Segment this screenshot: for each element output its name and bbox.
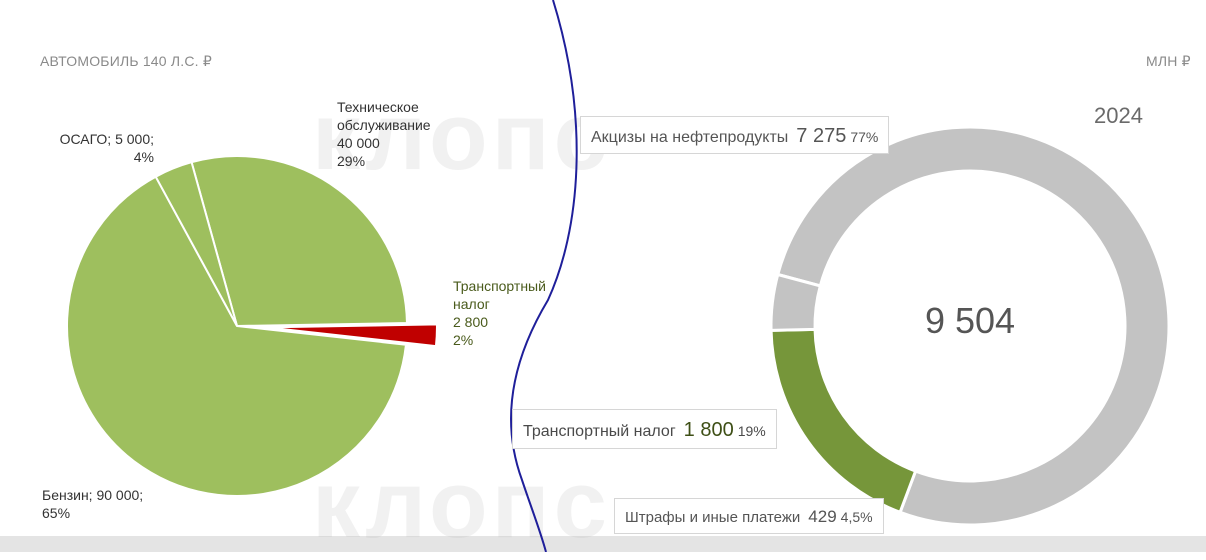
right-unit-label: МЛН ₽ <box>1146 53 1191 69</box>
excise-value: 7 275 <box>796 125 847 147</box>
tax-name: Транспортный налог <box>523 423 676 440</box>
excise-name: Акцизы на нефтепродукты <box>591 129 789 146</box>
bottom-strip <box>0 536 1206 552</box>
service-label-line1: Техническое <box>337 99 419 115</box>
osago-label-line1: ОСАГО; 5 000; <box>59 131 154 147</box>
service-label-line2: обслуживание <box>337 117 431 133</box>
fines-name: Штрафы и иные платежи <box>625 509 801 526</box>
year-label: 2024 <box>1094 103 1143 128</box>
fines-percent: 4,5% <box>840 509 873 525</box>
osago-label: ОСАГО; 5 000; 4% <box>58 130 154 166</box>
tax-label-line1: Транспортный <box>453 278 546 294</box>
divider-curve <box>509 0 578 552</box>
service-label: Техническое обслуживание 40 000 29% <box>337 98 431 170</box>
donut-total: 9 504 <box>924 300 1016 341</box>
transport-tax-label: Транспортный налог 2 800 2% <box>453 277 546 349</box>
tax-label-line4: 2% <box>453 332 474 348</box>
fines-callout: Штрафы и иные платежи 429 4,5% <box>614 498 884 534</box>
excise-percent: 77% <box>850 129 879 145</box>
excise-callout: Акцизы на нефтепродукты 7 275 77% <box>580 116 890 154</box>
fuel-label-line2: 65% <box>42 505 71 521</box>
car-costs-pie <box>66 155 438 497</box>
donut-slice-excise <box>775 125 1171 527</box>
fuel-label: Бензин; 90 000; 65% <box>42 486 143 522</box>
transport-tax-callout: Транспортный налог 1 800 19% <box>512 409 777 449</box>
service-label-line3: 40 000 <box>337 135 380 151</box>
tax-label-line3: 2 800 <box>453 314 489 330</box>
service-label-line4: 29% <box>337 153 366 169</box>
budget-donut <box>769 125 1171 527</box>
tax-label-line2: налог <box>453 296 490 312</box>
fuel-label-line1: Бензин; 90 000; <box>42 487 144 503</box>
left-unit-label: АВТОМОБИЛЬ 140 Л.С. ₽ <box>40 53 212 69</box>
tax-value: 1 800 <box>683 419 734 441</box>
tax-percent: 19% <box>737 423 766 439</box>
pie-slice-transport-tax <box>266 323 438 348</box>
donut-slice-fines <box>769 272 823 332</box>
fines-value: 429 <box>808 507 837 526</box>
pie-slice-osago <box>154 160 238 327</box>
donut-slice-transport-tax <box>769 327 918 515</box>
pie-slice-service <box>190 155 408 328</box>
osago-label-line2: 4% <box>133 149 154 165</box>
pie-slice-fuel <box>66 175 408 497</box>
